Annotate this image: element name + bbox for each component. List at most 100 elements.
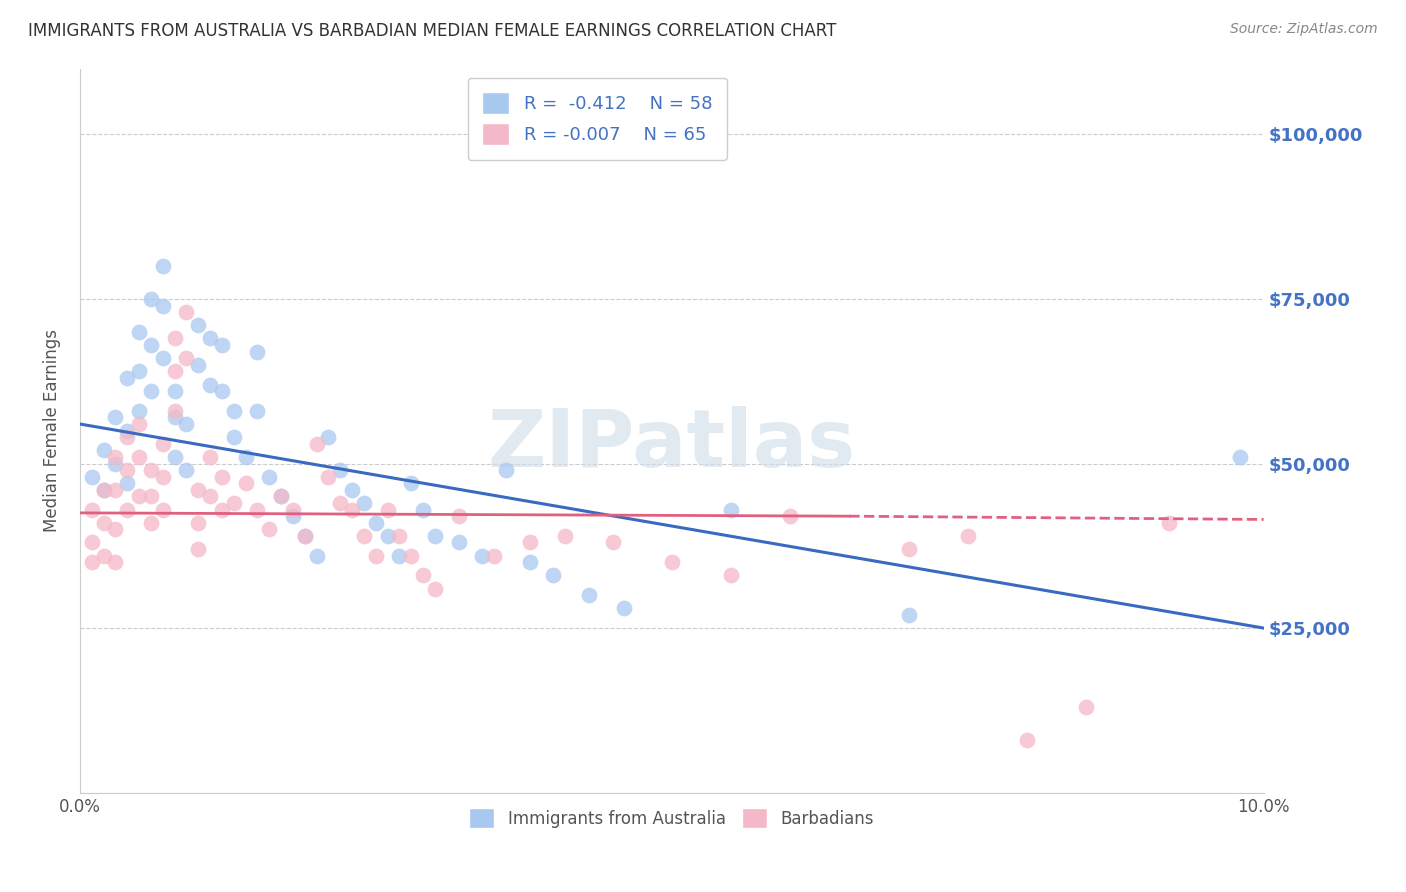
Point <box>93 516 115 530</box>
Point <box>318 469 340 483</box>
Point <box>128 450 150 464</box>
Point <box>115 476 138 491</box>
Point <box>198 490 221 504</box>
Point <box>163 410 186 425</box>
Point <box>388 529 411 543</box>
Point <box>246 404 269 418</box>
Point <box>104 483 127 497</box>
Point <box>93 483 115 497</box>
Point <box>139 292 162 306</box>
Point <box>128 364 150 378</box>
Point <box>163 331 186 345</box>
Point <box>198 450 221 464</box>
Point <box>305 436 328 450</box>
Point <box>152 469 174 483</box>
Point <box>139 384 162 398</box>
Point <box>152 351 174 366</box>
Point <box>377 502 399 516</box>
Point <box>1157 516 1180 530</box>
Point <box>613 601 636 615</box>
Text: ZIPatlas: ZIPatlas <box>488 406 856 484</box>
Point <box>246 344 269 359</box>
Point <box>80 555 103 569</box>
Point <box>423 529 446 543</box>
Point <box>1229 450 1251 464</box>
Point <box>211 384 233 398</box>
Point <box>128 404 150 418</box>
Point <box>152 259 174 273</box>
Point <box>152 436 174 450</box>
Point <box>519 555 541 569</box>
Point <box>139 463 162 477</box>
Point <box>897 607 920 622</box>
Point <box>163 450 186 464</box>
Point <box>93 483 115 497</box>
Point <box>176 463 198 477</box>
Point <box>353 529 375 543</box>
Point <box>187 516 209 530</box>
Point <box>152 298 174 312</box>
Point <box>270 490 292 504</box>
Point <box>377 529 399 543</box>
Point <box>447 509 470 524</box>
Point <box>519 535 541 549</box>
Point <box>779 509 801 524</box>
Point <box>270 490 292 504</box>
Point <box>104 450 127 464</box>
Point <box>93 443 115 458</box>
Text: IMMIGRANTS FROM AUSTRALIA VS BARBADIAN MEDIAN FEMALE EARNINGS CORRELATION CHART: IMMIGRANTS FROM AUSTRALIA VS BARBADIAN M… <box>28 22 837 40</box>
Point <box>281 509 304 524</box>
Point <box>115 424 138 438</box>
Point <box>294 529 316 543</box>
Point <box>128 325 150 339</box>
Point <box>222 496 245 510</box>
Point <box>1074 700 1097 714</box>
Point <box>329 496 352 510</box>
Point <box>163 364 186 378</box>
Point <box>115 502 138 516</box>
Point <box>364 516 387 530</box>
Point <box>495 463 517 477</box>
Point <box>340 502 363 516</box>
Point <box>329 463 352 477</box>
Point <box>388 549 411 563</box>
Point <box>139 516 162 530</box>
Point <box>1015 733 1038 747</box>
Point <box>259 469 281 483</box>
Point <box>281 502 304 516</box>
Text: Source: ZipAtlas.com: Source: ZipAtlas.com <box>1230 22 1378 37</box>
Point <box>318 430 340 444</box>
Point <box>222 430 245 444</box>
Point <box>578 588 600 602</box>
Point <box>198 377 221 392</box>
Point <box>294 529 316 543</box>
Point <box>340 483 363 497</box>
Point <box>423 582 446 596</box>
Point <box>80 535 103 549</box>
Point <box>897 542 920 557</box>
Point <box>128 490 150 504</box>
Point <box>471 549 494 563</box>
Point <box>115 463 138 477</box>
Point <box>128 417 150 431</box>
Point <box>187 358 209 372</box>
Point <box>353 496 375 510</box>
Point <box>187 542 209 557</box>
Point <box>176 351 198 366</box>
Point <box>187 318 209 333</box>
Point <box>235 476 257 491</box>
Point <box>104 555 127 569</box>
Point <box>80 469 103 483</box>
Point <box>554 529 576 543</box>
Point <box>305 549 328 563</box>
Point <box>104 410 127 425</box>
Point <box>139 490 162 504</box>
Point <box>259 522 281 536</box>
Point <box>482 549 505 563</box>
Point <box>152 502 174 516</box>
Point <box>176 417 198 431</box>
Point <box>163 384 186 398</box>
Point <box>139 338 162 352</box>
Point <box>187 483 209 497</box>
Point <box>211 338 233 352</box>
